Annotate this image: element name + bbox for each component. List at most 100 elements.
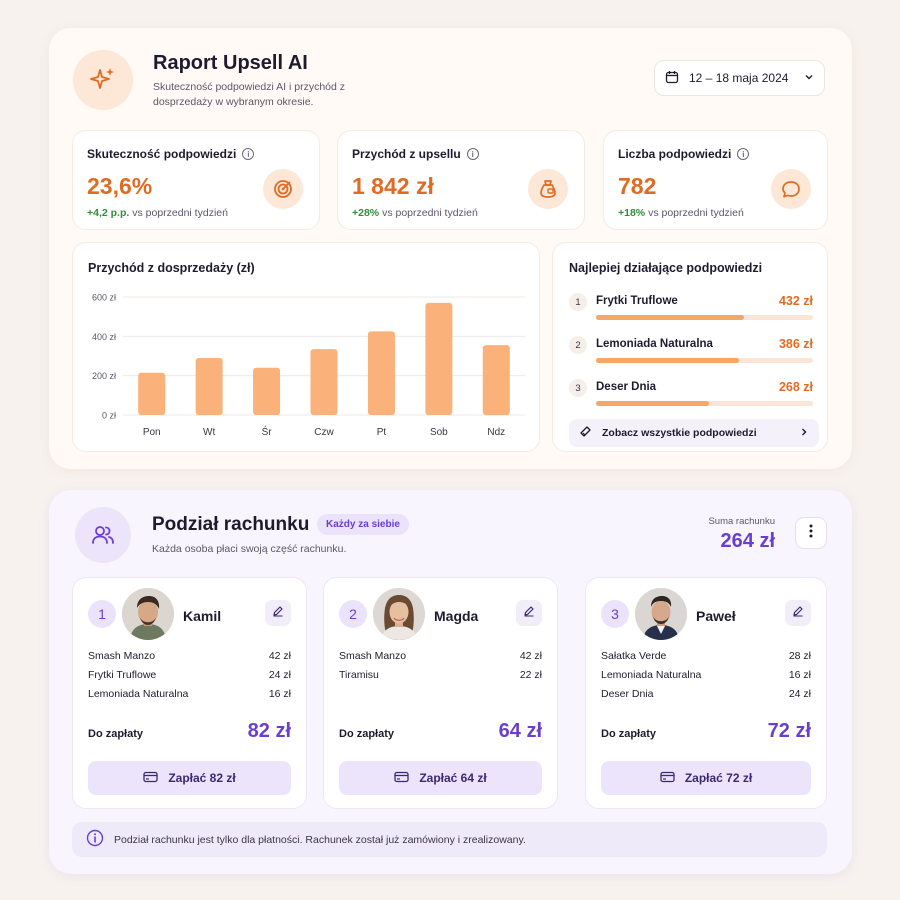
person-number: 3: [601, 600, 629, 628]
order-line: Lemoniada Naturalna 16 zł: [601, 669, 811, 681]
kpi-delta: +4,2 p.p.: [87, 207, 130, 219]
kpi-value: 1 842 zł: [352, 173, 434, 199]
pay-button[interactable]: Zapłać 72 zł: [601, 761, 811, 795]
due-label: Do zapłaty: [88, 728, 144, 740]
item-name: Smash Manzo: [339, 650, 407, 662]
bill-split-subtitle: Każda osoba płaci swoją część rachunku.: [152, 543, 347, 555]
revenue-bar-chart: 0 zł 200 zł 400 zł 600 zł Pon Wt Śr Czw Pt Sob Ndz: [92, 293, 525, 438]
pencil-icon: [792, 604, 804, 622]
credit-card-icon: [143, 771, 158, 786]
top-suggestion-item: 1 Frytki Truflowe 432 zł: [569, 293, 813, 327]
split-mode-badge: Każdy za siebie: [317, 514, 409, 535]
tag-icon: [579, 425, 592, 441]
y-tick-label: 0 zł: [102, 411, 116, 421]
info-icon[interactable]: i: [466, 148, 479, 160]
chart-bar: [138, 372, 166, 415]
pay-button[interactable]: Zapłać 82 zł: [88, 761, 291, 795]
pay-button-label: Zapłać 82 zł: [168, 771, 236, 785]
suggestion-name: Lemoniada Naturalna: [596, 338, 713, 350]
due-label: Do zapłaty: [601, 728, 657, 740]
top-suggestions-title: Najlepiej działające podpowiedzi: [569, 261, 763, 275]
x-tick-label: Sob: [430, 427, 448, 438]
person-name: Paweł: [696, 608, 736, 624]
sparkles-icon: [73, 50, 133, 110]
item-price: 42 zł: [268, 650, 291, 662]
bill-sum-label: Suma rachunku: [708, 516, 775, 527]
chart-bar: [310, 349, 338, 415]
pencil-icon: [523, 604, 535, 622]
see-all-suggestions-button[interactable]: Zobacz wszystkie podpowiedzi: [569, 419, 819, 447]
chart-bar: [367, 331, 395, 415]
upsell-report-card: Raport Upsell AI Skuteczność podpowiedzi…: [49, 28, 852, 469]
kpi-value: 23,6%: [87, 173, 153, 199]
kpi-delta: +18%: [618, 207, 646, 219]
bill-split-title: Podział rachunku: [152, 514, 310, 535]
info-icon[interactable]: i: [242, 148, 255, 160]
suggestion-name: Deser Dnia: [596, 381, 657, 393]
x-tick-label: Śr: [262, 425, 273, 438]
x-tick-label: Pon: [143, 427, 161, 438]
edit-person-button[interactable]: [785, 600, 811, 626]
y-tick-label: 600 zł: [92, 293, 116, 303]
pay-button-label: Zapłać 72 zł: [684, 771, 753, 785]
x-tick-label: Czw: [314, 427, 334, 438]
pay-button[interactable]: Zapłać 64 zł: [339, 761, 542, 795]
item-price: 16 zł: [788, 669, 811, 681]
top-suggestion-item: 2 Lemoniada Naturalna 386 zł: [569, 336, 813, 370]
rank-badge: 1: [569, 293, 587, 311]
bill-split-card: Podział rachunku Każdy za siebie Każda o…: [49, 490, 852, 874]
progress-track: [596, 358, 813, 363]
due-value: 72 zł: [767, 720, 811, 742]
kpi-delta-suffix: vs poprzedni tydzień: [132, 207, 228, 219]
item-name: Lemoniada Naturalna: [601, 669, 702, 681]
avatar: [122, 588, 174, 640]
order-line: Smash Manzo 42 zł: [88, 650, 291, 662]
date-range-picker[interactable]: 12 – 18 maja 2024: [654, 60, 825, 96]
kpi-card-effectiveness: Skuteczność podpowiedzi i 23,6% +4,2 p.p.…: [72, 130, 320, 230]
item-name: Tiramisu: [339, 669, 379, 681]
progress-track: [596, 315, 813, 320]
more-options-button[interactable]: [795, 517, 827, 549]
order-line: Smash Manzo 42 zł: [339, 650, 542, 662]
x-tick-label: Wt: [203, 427, 215, 438]
person-card-pawel: 3 Paweł Sałatka Verde 28 zł Lemoniada Nat…: [585, 577, 827, 809]
users-icon: [75, 507, 131, 563]
rank-badge: 2: [569, 336, 587, 354]
item-price: 22 zł: [519, 669, 542, 681]
avatar: [635, 588, 687, 640]
suggestion-name: Frytki Truflowe: [596, 295, 678, 307]
chevron-right-icon: [799, 427, 809, 440]
item-price: 24 zł: [268, 669, 291, 681]
due-value: 64 zł: [498, 720, 542, 742]
order-line: Sałatka Verde 28 zł: [601, 650, 811, 662]
person-name: Kamil: [183, 608, 222, 624]
chart-bar: [425, 302, 453, 415]
order-line: Deser Dnia 24 zł: [601, 688, 811, 700]
chevron-down-icon: [804, 71, 814, 85]
item-price: 28 zł: [788, 650, 811, 662]
chart-bar: [253, 367, 281, 415]
date-range-label: 12 – 18 maja 2024: [689, 71, 789, 85]
item-name: Frytki Truflowe: [88, 669, 157, 681]
kpi-card-suggestions: Liczba podpowiedzi i 782 +18% vs poprzedn…: [603, 130, 828, 230]
suggestion-value: 268 zł: [778, 380, 813, 394]
see-all-label: Zobacz wszystkie podpowiedzi: [602, 427, 757, 439]
chart-bar: [482, 345, 510, 415]
progress-track: [596, 401, 813, 406]
progress-fill: [596, 315, 744, 320]
info-icon[interactable]: i: [737, 148, 750, 160]
edit-person-button[interactable]: [265, 600, 291, 626]
edit-person-button[interactable]: [516, 600, 542, 626]
kpi-delta: +28%: [352, 207, 380, 219]
x-tick-label: Pt: [377, 427, 387, 438]
kpi-title: Liczba podpowiedzi: [618, 147, 732, 161]
pencil-icon: [272, 604, 284, 622]
credit-card-icon: [394, 771, 409, 786]
money-bag-icon: [528, 169, 568, 209]
kpi-card-revenue: Przychód z upsellu i 1 842 zł +28% vs pop…: [337, 130, 585, 230]
order-line: Frytki Truflowe 24 zł: [88, 669, 291, 681]
item-price: 42 zł: [519, 650, 542, 662]
page-title: Raport Upsell AI: [153, 52, 308, 74]
chart-title: Przychód z dosprzedaży (zł): [88, 261, 255, 275]
kpi-title: Skuteczność podpowiedzi: [87, 147, 237, 161]
